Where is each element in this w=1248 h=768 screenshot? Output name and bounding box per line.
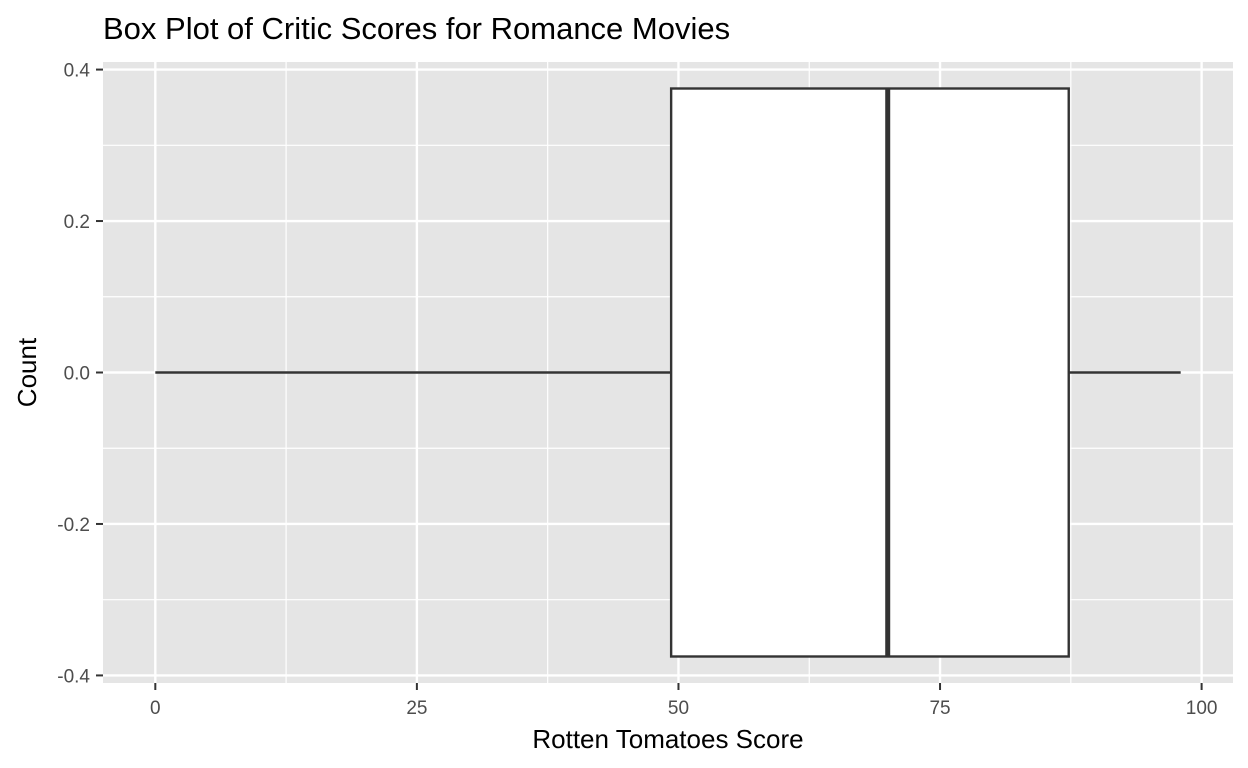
x-tick-label: 25 bbox=[406, 698, 427, 719]
y-tick-label: 0.0 bbox=[64, 364, 90, 385]
interquartile-box bbox=[669, 87, 1070, 658]
y-tick-label: -0.4 bbox=[57, 666, 90, 687]
y-tick-label: 0.2 bbox=[64, 212, 90, 233]
x-axis: 0 25 50 75 100 bbox=[150, 683, 1217, 719]
x-tick-label: 50 bbox=[668, 698, 689, 719]
chart-title: Box Plot of Critic Scores for Romance Mo… bbox=[103, 11, 730, 46]
x-tick-label: 75 bbox=[929, 698, 950, 719]
y-tick-label: -0.2 bbox=[57, 515, 90, 536]
x-tick-label: 0 bbox=[150, 698, 161, 719]
y-tick-label: 0.4 bbox=[64, 61, 91, 82]
x-axis-title: Rotten Tomatoes Score bbox=[532, 724, 803, 754]
y-axis: 0.4 0.2 0.0 -0.2 -0.4 bbox=[57, 61, 103, 687]
box-plot bbox=[155, 87, 1181, 658]
y-axis-title: Count bbox=[12, 337, 42, 407]
x-tick-label: 100 bbox=[1186, 698, 1218, 719]
